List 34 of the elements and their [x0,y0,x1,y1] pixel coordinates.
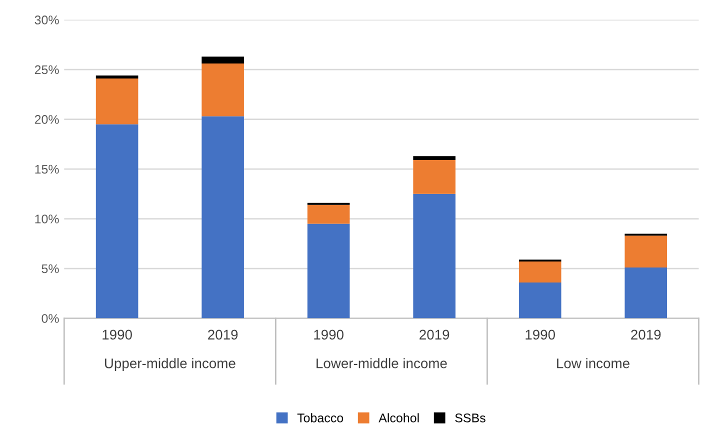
x-tick-label: 2019 [631,330,661,340]
bar [413,194,456,318]
bar [96,78,138,124]
y-tick-label: 10% [35,214,59,224]
x-tick-label: 2019 [208,330,238,340]
bar [518,262,562,282]
bar [624,236,668,268]
y-tick-label: 15% [35,164,59,174]
bar [202,56,244,64]
x-tick-label: 1990 [102,330,132,340]
bar [202,116,244,318]
bar [307,204,350,224]
y-tick-label: 30% [34,16,59,24]
bar [202,64,244,116]
bar [307,224,350,318]
bar [413,156,456,160]
legend-label: Tobacco [297,413,344,422]
legend-label: SSBs [455,414,486,422]
y-tick-label: 5% [42,264,59,274]
text: Low income [557,358,630,368]
x-tick-label: 2019 [420,330,450,340]
bar [624,268,668,318]
x-tick-label: 1990 [526,330,556,340]
bar [96,75,138,78]
x-tick-label: 1990 [314,330,344,340]
y-tick-label: 0% [42,314,59,323]
bar [413,160,456,194]
bar [518,282,562,318]
text: Lower-middle income [316,358,447,368]
text: Upper-middle income [105,358,236,372]
bar [96,124,138,318]
y-tick-label: 20% [34,115,59,124]
legend-label: Alcohol [378,413,419,422]
y-tick-label: 25% [34,65,59,74]
